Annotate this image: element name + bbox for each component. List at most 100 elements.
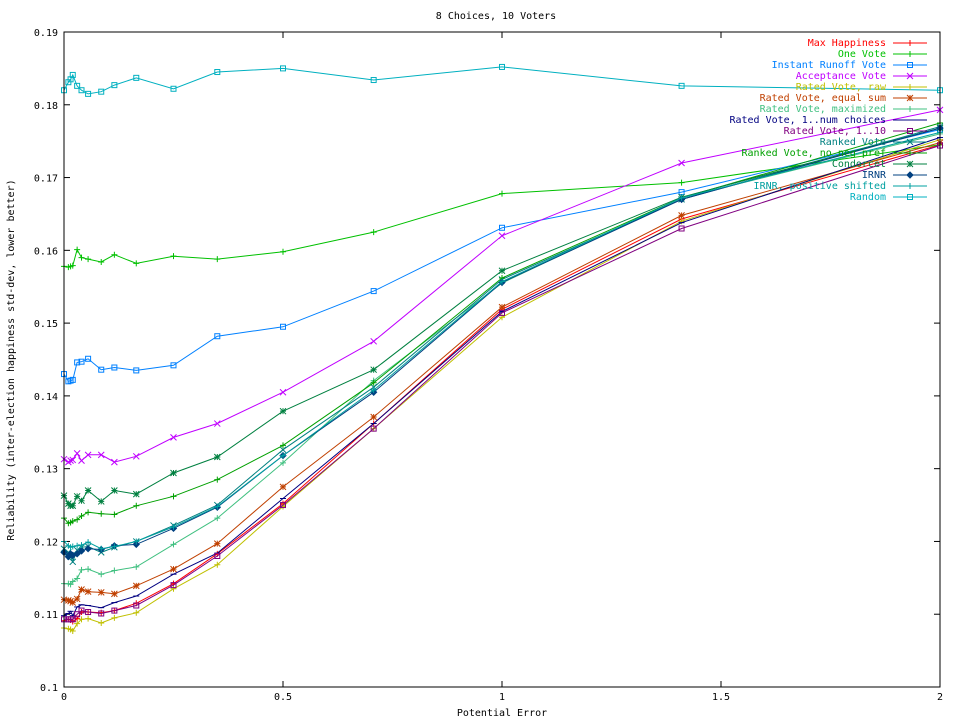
data-point [97, 589, 105, 596]
data-point [499, 224, 505, 231]
data-point [214, 515, 221, 522]
data-point [74, 516, 81, 523]
legend-label: IRNR [862, 170, 887, 181]
data-point [69, 71, 76, 78]
y-axis-label: Reliability (inter-election happiness st… [6, 179, 17, 540]
legend-marker [906, 160, 914, 168]
data-point [111, 614, 118, 621]
y-tick-label: 0.17 [34, 174, 58, 185]
x-axis-label: Potential Error [457, 708, 547, 719]
data-point [84, 588, 92, 596]
data-point [73, 550, 81, 558]
data-point [370, 337, 378, 345]
data-point [74, 359, 81, 366]
data-point [132, 582, 140, 590]
legend-label: Rated Vote, 1..10 [784, 126, 886, 137]
legend-marker [906, 171, 914, 179]
data-point [214, 476, 221, 483]
data-point [279, 446, 287, 454]
data-point [98, 258, 105, 265]
data-point [170, 585, 177, 592]
data-point [170, 493, 177, 500]
data-point [69, 616, 76, 623]
data-point [69, 502, 77, 510]
data-point [170, 523, 177, 530]
data-point [78, 566, 85, 573]
legend-marker [906, 138, 914, 146]
data-point [279, 388, 287, 396]
legend-item-irnr-positive-shifted: IRNR, positive shifted [754, 181, 927, 192]
data-point [74, 246, 81, 253]
legend-marker [907, 84, 913, 90]
legend-label: Condorcet [832, 159, 886, 170]
data-point [98, 610, 105, 617]
data-point [280, 459, 286, 466]
data-point [370, 288, 377, 295]
data-point [74, 575, 81, 582]
data-point [133, 260, 140, 267]
data-point [69, 599, 77, 606]
data-point [69, 456, 77, 464]
data-point [214, 69, 221, 76]
y-tick-label: 0.12 [34, 537, 58, 548]
data-point [78, 254, 85, 261]
data-point [74, 620, 81, 627]
legend-item-rated-vote-maximized: Rated Vote, maximized [760, 104, 927, 115]
data-point [133, 502, 140, 509]
legend-item-ranked-vote-no-neg-pref: Ranked Vote, no neg pref [742, 148, 927, 159]
data-point [85, 566, 92, 573]
data-point [111, 364, 118, 371]
legend-item-condorcet: Condorcet [832, 159, 927, 170]
data-point [279, 483, 287, 491]
axes: 0.1 0.11 0.12 0.13 0.14 0.15 0.16 0.17 0.18 0.19 0… [34, 28, 943, 703]
data-point [498, 303, 506, 311]
data-point [67, 457, 74, 465]
data-point [280, 248, 286, 255]
legend-marker [907, 128, 913, 134]
legend-label: Rated Vote, maximized [760, 104, 886, 115]
legend-item-rated-vote-1-10: Rated Vote, 1..10 [784, 126, 927, 137]
x-tick-label: 1.5 [712, 692, 730, 703]
legend-marker [907, 183, 913, 189]
data-point [214, 256, 221, 263]
legend-marker [907, 150, 913, 156]
legend-label: One Vote [838, 49, 886, 60]
data-point [170, 469, 177, 477]
series-lines [60, 63, 944, 634]
data-point [498, 267, 506, 275]
data-point [77, 547, 86, 555]
data-point [111, 511, 118, 518]
data-point [213, 453, 221, 461]
data-point [170, 362, 177, 369]
data-point [85, 615, 92, 622]
data-point [499, 63, 505, 70]
data-point [78, 607, 85, 614]
x-tick-label: 1 [499, 692, 505, 703]
data-point [170, 434, 177, 441]
data-point [170, 565, 177, 573]
series-line-rated-vote-1-10 [64, 145, 941, 620]
data-point [73, 450, 81, 457]
chart-title: 8 Choices, 10 Voters [436, 11, 556, 22]
y-tick-label: 0.16 [34, 246, 58, 257]
data-point [85, 509, 92, 516]
legend-item-acceptance-vote: Acceptance Vote [796, 71, 927, 82]
data-point [69, 262, 76, 269]
data-point [78, 358, 85, 365]
data-point [370, 387, 377, 394]
data-point [69, 518, 76, 525]
legend-item-rated-vote-equal-sum: Rated Vote, equal sum [760, 93, 927, 104]
legend-label: Rated Vote, raw [796, 82, 887, 93]
data-point [678, 179, 685, 186]
data-point [170, 541, 177, 548]
data-point [84, 451, 92, 459]
data-point [84, 545, 92, 553]
data-point [214, 553, 221, 559]
data-point [97, 498, 105, 505]
data-point [111, 458, 118, 466]
y-tick-label: 0.13 [34, 465, 58, 476]
legend-item-rated-vote-raw: Rated Vote, raw [796, 82, 927, 93]
legend-label: Instant Runoff Vote [772, 60, 886, 71]
data-point [170, 582, 177, 589]
